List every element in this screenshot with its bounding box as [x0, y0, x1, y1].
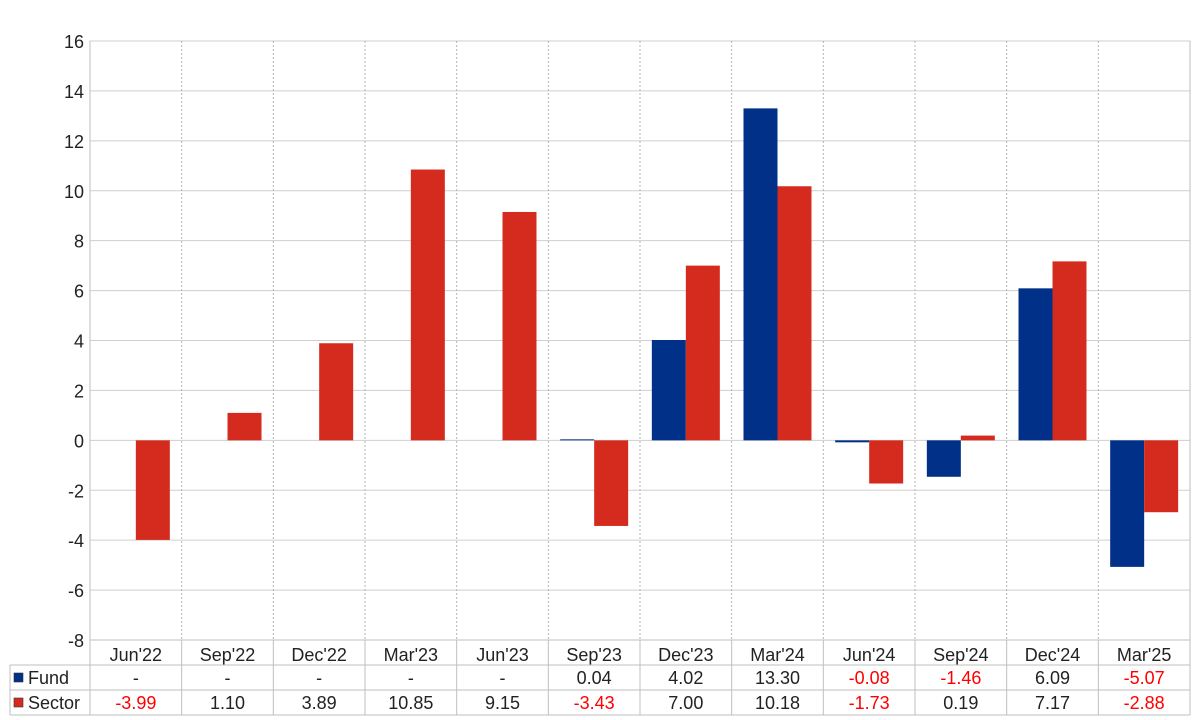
- y-tick-label: -4: [68, 531, 84, 551]
- legend-label-fund: Fund: [28, 668, 69, 688]
- data-label-sector: 7.17: [1035, 693, 1070, 713]
- bar-sector-7: [685, 265, 720, 441]
- bar-sector-10: [960, 435, 995, 441]
- bar-sector-4: [410, 169, 445, 441]
- data-label-fund: 0.04: [577, 668, 612, 688]
- category-label: Mar'24: [750, 645, 804, 665]
- data-label-fund: -: [500, 668, 506, 688]
- y-tick-label: 8: [74, 232, 84, 252]
- data-label-sector: -3.99: [115, 693, 156, 713]
- data-label-sector: 10.18: [755, 693, 800, 713]
- bar-fund-7: [651, 340, 686, 441]
- data-label-sector: -3.43: [574, 693, 615, 713]
- bar-fund-11: [1018, 288, 1053, 441]
- data-label-fund: 13.30: [755, 668, 800, 688]
- bar-fund-8: [743, 108, 778, 441]
- bars: [135, 108, 1179, 567]
- data-label-sector: 3.89: [302, 693, 337, 713]
- y-tick-label: 14: [64, 82, 84, 102]
- y-tick-label: -2: [68, 481, 84, 501]
- bar-fund-9: [835, 440, 870, 443]
- data-label-fund: -: [133, 668, 139, 688]
- y-tick-label: -8: [68, 631, 84, 651]
- category-label: Jun'23: [476, 645, 528, 665]
- data-label-sector: 1.10: [210, 693, 245, 713]
- data-label-sector: 7.00: [668, 693, 703, 713]
- bar-fund-10: [926, 440, 961, 477]
- data-table: Jun'22 Sep'22 Dec'22 Mar'23 Jun'23 Sep'23 Dec'…: [9, 640, 1190, 716]
- data-label-fund: -: [225, 668, 231, 688]
- bar-sector-6: [594, 440, 629, 526]
- category-label: Dec'24: [1025, 645, 1080, 665]
- category-label: Dec'22: [291, 645, 346, 665]
- legend-swatch-sector: [13, 697, 24, 708]
- data-label-fund: -1.46: [940, 668, 981, 688]
- data-label-sector: 0.19: [943, 693, 978, 713]
- y-tick-label: 6: [74, 282, 84, 302]
- bar-sector-8: [777, 186, 812, 441]
- y-tick-label: 10: [64, 182, 84, 202]
- bar-sector-9: [869, 440, 904, 484]
- bar-sector-2: [227, 412, 262, 441]
- bar-sector-3: [319, 343, 354, 441]
- category-label: Mar'25: [1117, 645, 1171, 665]
- category-label: Sep'23: [566, 645, 622, 665]
- data-label-sector: 10.85: [388, 693, 433, 713]
- bar-fund-12: [1110, 440, 1145, 567]
- bar-sector-12: [1144, 440, 1179, 513]
- y-tick-label: 0: [74, 431, 84, 451]
- data-label-fund: -: [408, 668, 414, 688]
- data-label-fund: -5.07: [1124, 668, 1165, 688]
- bar-sector-11: [1052, 261, 1087, 441]
- category-label: Jun'24: [843, 645, 895, 665]
- y-tick-label: 12: [64, 132, 84, 152]
- y-tick-label: 4: [74, 332, 84, 352]
- y-axis: 16 14 12 10 8 6 4 2 0 -2 -4 -6 -8: [64, 32, 84, 651]
- data-label-sector: -2.88: [1124, 693, 1165, 713]
- y-tick-label: -6: [68, 581, 84, 601]
- bar-sector-1: [135, 440, 170, 540]
- category-label: Sep'24: [933, 645, 989, 665]
- data-label-fund: -: [316, 668, 322, 688]
- data-label-fund: 4.02: [668, 668, 703, 688]
- legend-swatch-fund: [13, 672, 24, 683]
- legend-label-sector: Sector: [28, 693, 80, 713]
- category-label: Dec'23: [658, 645, 713, 665]
- data-label-fund: -0.08: [849, 668, 890, 688]
- data-label-sector: -1.73: [849, 693, 890, 713]
- data-label-sector: 9.15: [485, 693, 520, 713]
- bar-fund-6: [560, 439, 595, 441]
- category-label: Jun'22: [110, 645, 162, 665]
- data-label-fund: 6.09: [1035, 668, 1070, 688]
- y-tick-label: 16: [64, 32, 84, 52]
- bar-sector-5: [502, 211, 537, 441]
- y-tick-label: 2: [74, 381, 84, 401]
- category-label: Sep'22: [200, 645, 256, 665]
- category-label: Mar'23: [384, 645, 438, 665]
